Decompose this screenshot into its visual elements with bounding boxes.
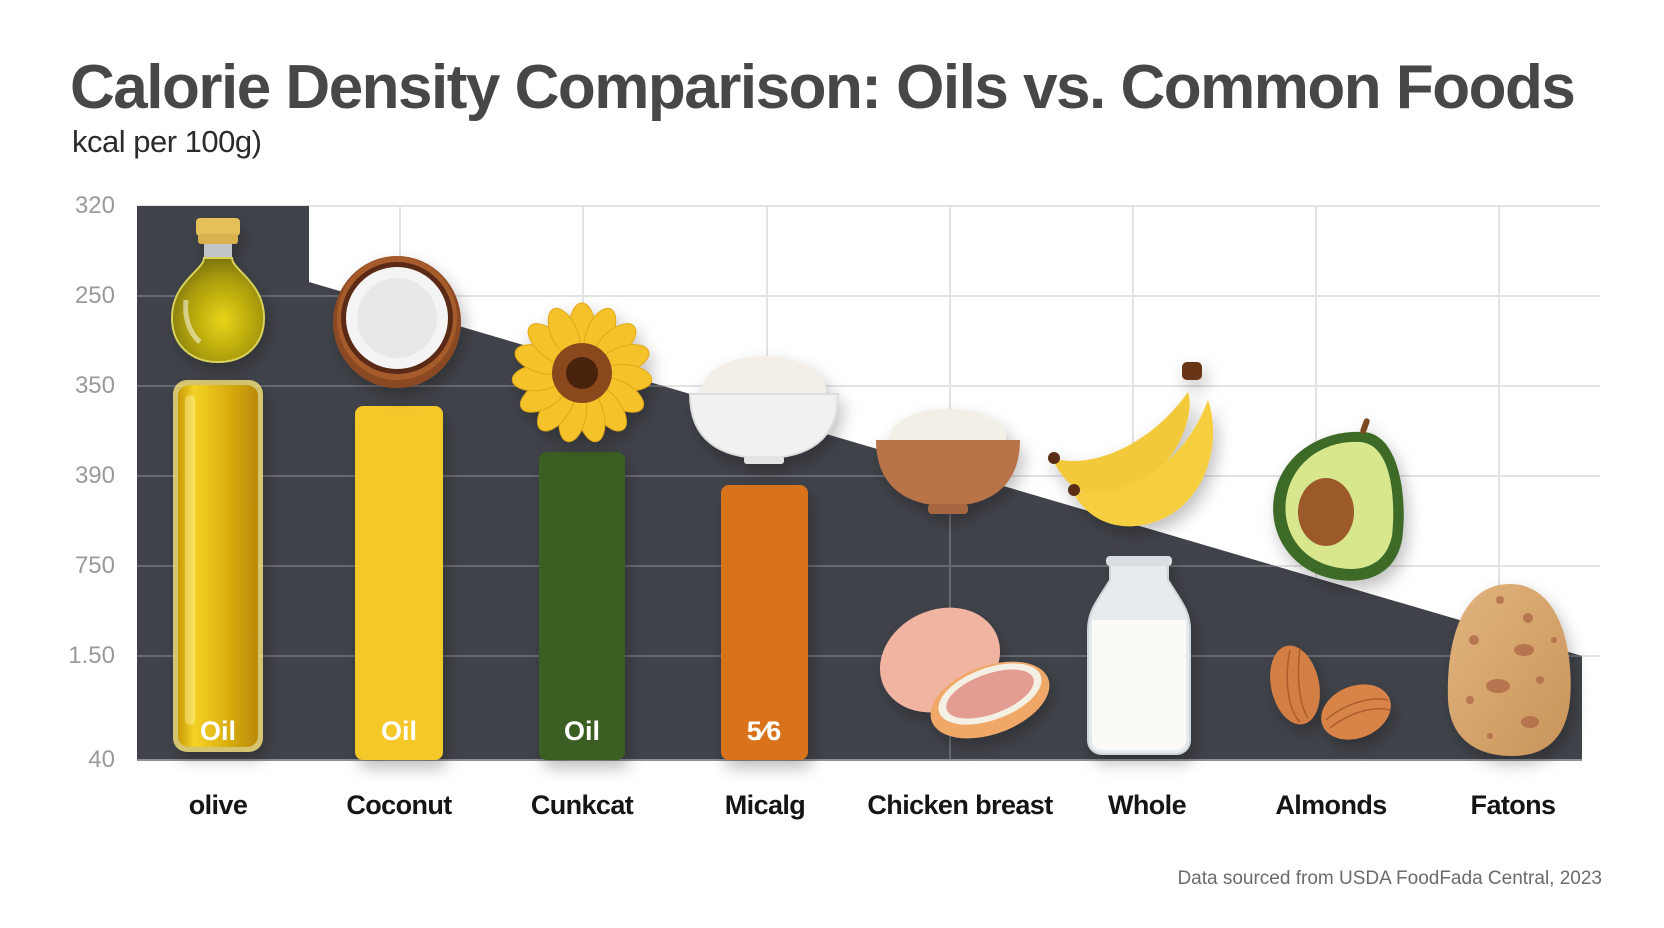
data-source-note: Data sourced from USDA FoodFada Central,… bbox=[1177, 868, 1602, 889]
y-tick-label: 1.50 bbox=[68, 642, 115, 669]
x-label-cunkcat: Cunkcat bbox=[530, 790, 634, 820]
rice-bowl-icon bbox=[688, 356, 840, 464]
bar-olive[interactable] bbox=[173, 380, 263, 752]
bar-label-fourth: 5⁄6 bbox=[746, 716, 782, 746]
y-tick-label: 390 bbox=[74, 462, 115, 489]
x-label-fatons: Fatons bbox=[1470, 790, 1557, 820]
y-tick-label: 350 bbox=[74, 372, 115, 399]
dark-plot-region bbox=[137, 206, 1582, 760]
x-label-micalg: Micalg bbox=[724, 790, 806, 820]
potato-icon bbox=[1447, 584, 1571, 756]
avocado-icon bbox=[1273, 418, 1404, 581]
bar-coconut[interactable] bbox=[355, 406, 443, 760]
y-tick-label: 250 bbox=[74, 282, 115, 309]
chart-title: Calorie Density Comparison: Oils vs. Com… bbox=[70, 53, 1576, 122]
chicken-breast-icon bbox=[879, 607, 1050, 739]
y-tick-label: 40 bbox=[88, 746, 115, 773]
x-label-coconut: Coconut bbox=[346, 790, 452, 820]
rice-bowl-brown-icon bbox=[876, 409, 1020, 514]
chart-subtitle: kcal per 100g) bbox=[72, 124, 262, 159]
x-label-almonds: Almonds bbox=[1275, 790, 1387, 820]
almond-icon bbox=[1270, 645, 1391, 740]
olive-oil-bottle-icon bbox=[170, 218, 266, 364]
banana-icon bbox=[1048, 362, 1214, 527]
sunflower-icon bbox=[511, 302, 653, 443]
coconut-icon bbox=[333, 256, 461, 388]
bar-sunflower[interactable] bbox=[539, 452, 625, 760]
y-tick-label: 320 bbox=[74, 192, 115, 219]
x-label-chicken-breast: Chicken breast bbox=[867, 790, 1053, 820]
x-label-whole: Whole bbox=[1108, 790, 1187, 820]
bar-label-olive: Oil bbox=[199, 716, 236, 746]
y-tick-label: 750 bbox=[74, 552, 115, 579]
bar-fourth[interactable] bbox=[721, 485, 808, 760]
milk-bottle-icon bbox=[1087, 556, 1191, 755]
x-label-olive: olive bbox=[188, 790, 248, 820]
bar-label-sunflower: Oil bbox=[563, 716, 600, 746]
bar-label-coconut: Oil bbox=[380, 716, 417, 746]
